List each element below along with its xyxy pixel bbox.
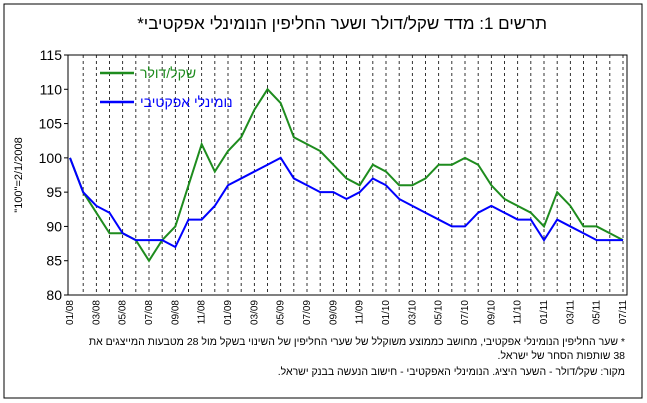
x-tick-label: 03/10 (407, 300, 418, 325)
y-axis-label: "100"=2/1/2008 (13, 137, 25, 212)
x-tick-label: 01/09 (223, 300, 234, 325)
x-tick-label: 07/10 (460, 300, 471, 325)
y-tick-label: 90 (46, 218, 62, 234)
x-tick-label: 05/09 (276, 300, 287, 325)
x-tick-label: 05/10 (434, 300, 445, 325)
x-tick-label: 07/09 (302, 300, 313, 325)
y-tick-label: 95 (46, 184, 62, 200)
y-tick-label: 100 (39, 150, 63, 166)
x-tick-label: 01/10 (381, 300, 392, 325)
x-tick-label: 09/09 (328, 300, 339, 325)
note: 38 שותפות הסחר של ישראל. (497, 350, 625, 362)
legend-label: שקל/דולר (140, 65, 196, 81)
legend-label: נומינלי אפקטיבי (140, 94, 233, 110)
y-tick-label: 80 (46, 287, 62, 303)
y-tick-label: 115 (40, 47, 63, 63)
x-tick-label: 03/11 (565, 300, 576, 325)
border (3, 3, 643, 399)
x-tick-label: 11/09 (355, 300, 366, 325)
x-tick-label: 01/08 (65, 300, 76, 325)
x-tick-label: 05/08 (118, 300, 129, 325)
x-tick-label: 03/08 (91, 300, 102, 325)
x-tick-label: 07/11 (618, 300, 629, 325)
chart-title: תרשים 1: מדד שקל/דולר ושער החליפין הנומי… (137, 14, 547, 33)
line-series (69, 156, 623, 249)
plot-area (67, 54, 628, 296)
x-tick-label: 01/11 (539, 300, 550, 325)
x-tick-label: 07/08 (144, 300, 155, 325)
y-tick-label: 105 (39, 116, 63, 132)
note: * שער החליפין הנומינלי אפקטיבי, מחושב כמ… (88, 336, 625, 348)
x-tick-label: 09/10 (486, 300, 497, 325)
x-tick-label: 11/10 (513, 300, 524, 325)
x-tick-label: 03/09 (249, 300, 260, 325)
x-tick-label: 11/08 (197, 300, 208, 325)
y-tick-label: 85 (46, 253, 62, 269)
y-tick-label: 110 (40, 81, 63, 97)
x-tick-label: 05/11 (592, 300, 603, 325)
x-tick-label: 09/08 (170, 300, 181, 325)
note: מקור: שקל/דולר - השער היציג. הנומינלי הא… (277, 366, 625, 378)
